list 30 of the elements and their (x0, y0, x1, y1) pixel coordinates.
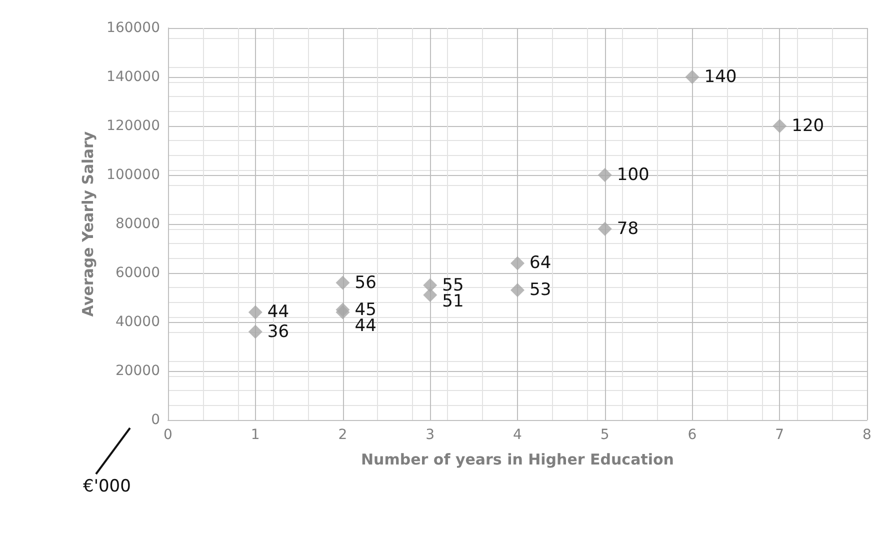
annotation: 140 (704, 67, 737, 87)
x-tick-label: 4 (513, 427, 522, 443)
y-tick-label: 60000 (115, 265, 160, 281)
x-tick-label: 6 (688, 427, 697, 443)
y-tick-label: 160000 (106, 20, 160, 36)
x-tick-label: 1 (250, 427, 260, 443)
y-tick-label: 140000 (106, 69, 160, 85)
y-tick-label: 120000 (106, 118, 160, 134)
x-tick-label: 3 (426, 427, 435, 443)
y-tick-label: 20000 (115, 363, 160, 379)
x-tick-label: 5 (600, 427, 610, 443)
y-tick-label: 40000 (115, 314, 160, 330)
text: €'000 (83, 476, 131, 496)
annotation: 100 (616, 165, 650, 185)
annotation: 64 (530, 253, 552, 274)
y-axis-title: Average Yearly Salary (79, 131, 98, 317)
annotation: 120 (792, 116, 824, 136)
annotation: 44 (267, 302, 290, 322)
x-tick-label: 8 (862, 427, 872, 443)
y-tick-label: 100000 (106, 167, 160, 183)
x-tick-label: 0 (164, 427, 172, 443)
y-tick-label: 80000 (115, 216, 160, 232)
annotation: 36 (267, 322, 290, 342)
annotation: 78 (616, 218, 639, 239)
y-tick-label: 0 (151, 412, 160, 428)
x-tick-label: 7 (775, 427, 784, 443)
x-tick-label: 2 (338, 427, 348, 443)
annotation: 56 (354, 272, 376, 293)
x-axis-title: Number of years in Higher Education (361, 450, 674, 468)
annotation: 53 (530, 280, 552, 300)
